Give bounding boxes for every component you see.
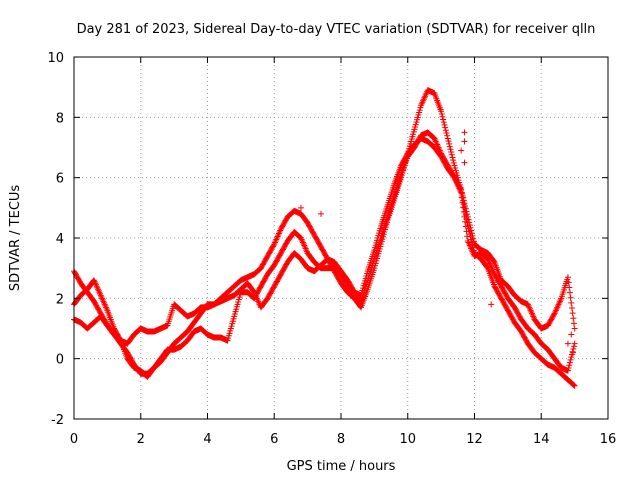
data-point [566, 289, 573, 296]
data-point [568, 304, 575, 311]
data-point [566, 362, 573, 369]
data-point [438, 108, 445, 115]
data-point [460, 209, 467, 216]
data-point [446, 140, 453, 147]
data-point [567, 294, 574, 301]
data-point [450, 159, 457, 166]
data-point [565, 365, 572, 372]
data-point [567, 356, 574, 363]
data-point [488, 301, 495, 308]
data-point [460, 204, 467, 211]
data-point [571, 325, 578, 332]
plot-area [71, 87, 578, 389]
data-point [468, 236, 475, 243]
data-point [550, 311, 557, 318]
data-point [467, 233, 474, 240]
data-point [570, 381, 577, 388]
data-point [448, 151, 455, 158]
data-point [443, 130, 450, 137]
data-point [446, 143, 453, 150]
y-tick-label: 0 [56, 353, 64, 368]
x-tick-label: 0 [70, 432, 78, 447]
series-track-b [71, 129, 578, 389]
data-point [461, 159, 468, 166]
data-point [462, 208, 469, 215]
data-point [450, 157, 457, 164]
data-point [442, 124, 449, 131]
x-tick-label: 6 [270, 432, 278, 447]
data-point [490, 258, 497, 265]
data-point [461, 213, 468, 220]
series-track-c [71, 135, 578, 374]
data-point [449, 154, 456, 161]
y-tick-label: -2 [51, 413, 64, 428]
data-point [571, 382, 578, 389]
data-point [564, 274, 571, 281]
data-point [445, 138, 452, 145]
data-point [461, 204, 468, 211]
x-tick-label: 4 [203, 432, 211, 447]
y-tick-label: 4 [56, 232, 64, 247]
data-point [461, 129, 468, 136]
y-axis-label: SDTVAR / TECUs [8, 185, 23, 292]
data-point [444, 135, 451, 142]
data-point [566, 359, 573, 366]
data-point [462, 223, 469, 230]
x-tick-label: 12 [466, 432, 483, 447]
data-point [568, 331, 575, 338]
data-point [459, 199, 466, 206]
data-point [568, 354, 575, 361]
y-tick-label: 2 [56, 292, 64, 307]
grid [74, 57, 608, 419]
data-point [442, 127, 449, 134]
data-point [440, 116, 447, 123]
data-point [565, 279, 572, 286]
data-point [570, 320, 577, 327]
axis-ticks: 0 2 4 6 8 10 12 14 16 -2 0 2 4 6 8 10 [47, 51, 616, 447]
data-point [458, 189, 465, 196]
data-point [458, 147, 465, 154]
data-point [462, 218, 469, 225]
data-point [463, 228, 470, 235]
data-point [569, 310, 576, 317]
data-point [317, 210, 324, 217]
data-point [459, 193, 466, 200]
data-point [440, 119, 447, 126]
x-axis-label: GPS time / hours [287, 459, 396, 474]
data-point [484, 264, 491, 271]
y-tick-label: 6 [56, 172, 64, 187]
data-point [571, 340, 578, 347]
data-point [444, 132, 451, 139]
data-point [570, 343, 577, 350]
chart-title: Day 281 of 2023, Sidereal Day-to-day VTE… [77, 22, 596, 37]
data-point [568, 299, 575, 306]
data-point [464, 233, 471, 240]
x-tick-label: 8 [337, 432, 345, 447]
x-tick-label: 16 [600, 432, 617, 447]
data-point [447, 146, 454, 153]
data-point [270, 242, 277, 249]
data-point [564, 340, 571, 347]
data-point [566, 284, 573, 291]
x-tick-label: 10 [399, 432, 416, 447]
data-point [448, 149, 455, 156]
data-point [438, 111, 445, 118]
series-outliers [297, 129, 576, 356]
x-tick-label: 2 [137, 432, 145, 447]
data-point [564, 367, 571, 374]
data-point [458, 194, 465, 201]
data-point [569, 349, 576, 356]
y-tick-label: 8 [56, 111, 64, 126]
data-point [439, 113, 446, 120]
y-tick-label: 10 [47, 51, 64, 66]
data-point [441, 121, 448, 128]
data-point [297, 204, 304, 211]
x-tick-label: 14 [533, 432, 550, 447]
data-point [461, 138, 468, 145]
data-point [570, 315, 577, 322]
data-point [570, 382, 577, 389]
